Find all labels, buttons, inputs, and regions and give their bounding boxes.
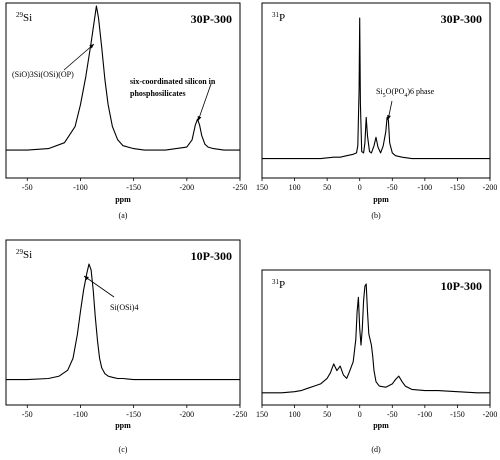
spectrum-line xyxy=(6,263,240,381)
x-tick-label: 0 xyxy=(358,183,362,192)
sample-label: 30P-300 xyxy=(191,12,232,26)
x-tick-label: 100 xyxy=(289,410,301,419)
annotation-arrow xyxy=(197,83,212,122)
nucleus-mass: 29 xyxy=(16,11,24,19)
nucleus-label: 29Si xyxy=(16,11,32,24)
annotation-six-coordinated-label: six-coordinated silicon in xyxy=(130,77,216,86)
panel-label: (b) xyxy=(371,211,381,220)
plot-frame xyxy=(5,239,241,406)
x-axis-label: ppm xyxy=(373,195,389,204)
sample-label: 10P-300 xyxy=(191,249,232,263)
panel-label: (d) xyxy=(371,445,381,454)
x-tick-label: -50 xyxy=(22,410,33,419)
annotation-arrow xyxy=(63,43,95,71)
x-tick-label: -200 xyxy=(179,410,194,419)
x-tick-label: -150 xyxy=(450,183,465,192)
sample-label: 30P-300 xyxy=(441,12,482,26)
x-tick-label: 150 xyxy=(256,410,268,419)
x-tick-label: -200 xyxy=(483,410,498,419)
x-tick-label: -250 xyxy=(233,183,248,192)
nucleus-symbol: P xyxy=(279,12,285,24)
spectrum-panel-3: -50 -100 -150 -200 -250 ppm (c) 29Si 10P-300 xyxy=(5,239,248,454)
panel-label: (c) xyxy=(119,445,128,454)
x-tick-label: 50 xyxy=(323,183,331,192)
annotation-arrowhead xyxy=(387,115,391,120)
annotation-si5o-phase-label: Si5O(PO4)6 phase xyxy=(376,87,435,99)
annotations: (SiO)3Si(OSi)(OP) six-coordinated silicon… xyxy=(12,43,435,312)
spectrum-panel-4: 150 100 50 0 -50 -100 -150 -200 ppm (d) 31P 10P-300 xyxy=(256,269,498,454)
x-tick-label: -50 xyxy=(22,183,33,192)
x-tick-label: -100 xyxy=(418,183,433,192)
annotation-arrowhead xyxy=(84,276,89,281)
spectrum-line xyxy=(262,283,490,394)
plot-frame xyxy=(261,269,491,406)
spectrum-line xyxy=(262,17,490,160)
plot-frame xyxy=(261,2,491,179)
nucleus-label: 29Si xyxy=(16,248,32,261)
x-axis-label: ppm xyxy=(115,421,131,430)
nucleus-label: 31P xyxy=(272,11,285,24)
x-tick-label: -250 xyxy=(233,410,248,419)
spectrum-line xyxy=(6,5,240,151)
annotation-arrowhead xyxy=(197,116,202,121)
x-tick-label: -200 xyxy=(483,183,498,192)
x-tick-label: -150 xyxy=(126,183,141,192)
nucleus-mass: 31 xyxy=(272,11,280,19)
annotation-phosphosilicates-label: phosphosilicates xyxy=(130,89,186,98)
nucleus-mass: 29 xyxy=(16,248,24,256)
x-axis-label: ppm xyxy=(115,195,131,204)
sample-label: 10P-300 xyxy=(441,279,482,293)
nucleus-label: 31P xyxy=(272,278,285,291)
annotation-arrow xyxy=(83,275,115,298)
nucleus-symbol: P xyxy=(279,279,285,291)
plot-frame xyxy=(5,2,241,179)
nucleus-symbol: Si xyxy=(23,249,32,261)
x-tick-label: -50 xyxy=(387,410,398,419)
panel-label: (a) xyxy=(119,211,128,220)
x-tick-label: -100 xyxy=(73,183,88,192)
x-tick-label: -100 xyxy=(418,410,433,419)
x-axis-label: ppm xyxy=(373,421,389,430)
x-tick-label: -150 xyxy=(126,410,141,419)
x-tick-label: 100 xyxy=(289,183,301,192)
x-tick-label: 50 xyxy=(323,410,331,419)
annotation-q3-label: (SiO)3Si(OSi)(OP) xyxy=(12,70,74,79)
x-tick-label: -50 xyxy=(387,183,398,192)
spectrum-panel-2: 150 100 50 0 -50 -100 -150 -200 ppm (b) 31P 30P-300 xyxy=(256,2,498,220)
spectrum-panel-1: -50 -100 -150 -200 -250 ppm (a) 29Si 30P-300 xyxy=(5,2,248,220)
x-tick-label: -100 xyxy=(73,410,88,419)
x-tick-label: -200 xyxy=(179,183,194,192)
annotation-q4-label: Si(OSi)4 xyxy=(110,303,138,312)
nucleus-mass: 31 xyxy=(272,278,280,286)
x-tick-label: 0 xyxy=(358,410,362,419)
annotation-arrowhead xyxy=(89,44,94,49)
nucleus-symbol: Si xyxy=(23,12,32,24)
x-tick-label: -150 xyxy=(450,410,465,419)
x-tick-label: 150 xyxy=(256,183,268,192)
